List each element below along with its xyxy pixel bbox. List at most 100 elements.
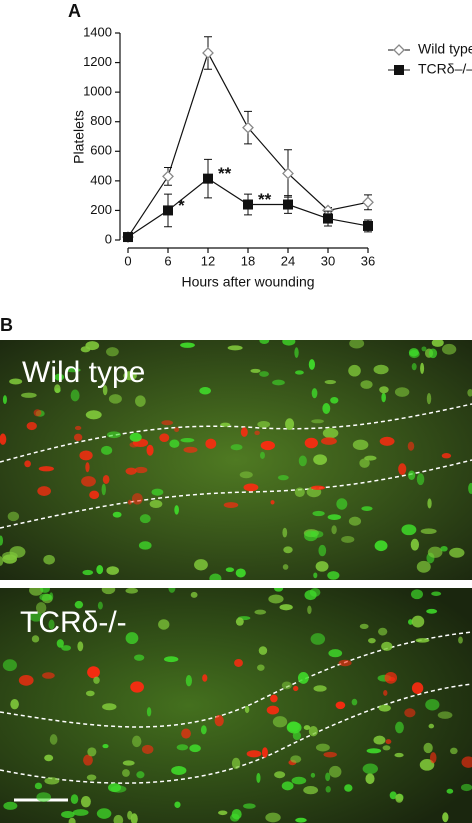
- legend-label: TCRδ–/–: [418, 61, 472, 77]
- cell: [83, 754, 93, 766]
- cell: [163, 656, 179, 663]
- image-label: Wild type: [22, 356, 145, 389]
- cell: [282, 340, 296, 346]
- cell: [129, 441, 139, 448]
- cell: [341, 536, 355, 543]
- cell: [327, 514, 342, 520]
- cell: [85, 690, 95, 697]
- cell: [176, 744, 189, 751]
- marker: [363, 220, 373, 231]
- cell: [381, 392, 386, 403]
- y-tick-label: 1200: [83, 54, 112, 69]
- x-tick-label: 30: [321, 253, 335, 268]
- cell: [294, 347, 299, 359]
- cell: [2, 395, 7, 405]
- cell: [125, 467, 137, 475]
- cell: [101, 483, 106, 496]
- cell: [378, 627, 388, 636]
- cell: [366, 748, 382, 754]
- cell: [323, 751, 337, 758]
- cell: [415, 638, 430, 643]
- cell: [420, 528, 437, 535]
- cell: [411, 682, 424, 694]
- x-tick-label: 0: [124, 253, 131, 268]
- cell: [311, 388, 318, 399]
- cell: [361, 506, 373, 511]
- cell: [428, 348, 438, 359]
- cell: [262, 747, 268, 758]
- cell: [365, 773, 375, 785]
- cell: [260, 440, 276, 451]
- cell: [411, 615, 425, 628]
- cell: [82, 569, 94, 576]
- cell: [308, 359, 316, 370]
- cell: [410, 538, 420, 551]
- cell: [80, 346, 91, 353]
- cell: [56, 639, 64, 648]
- cell: [324, 379, 337, 385]
- cell: [97, 601, 103, 610]
- cell: [18, 674, 34, 686]
- cell: [416, 473, 425, 486]
- cell: [169, 439, 180, 448]
- cell: [9, 546, 26, 558]
- cell: [108, 783, 122, 793]
- cell: [310, 530, 324, 538]
- cell: [407, 441, 415, 451]
- cell: [102, 703, 117, 711]
- x-tick-label: 18: [241, 253, 255, 268]
- cell: [218, 810, 228, 816]
- cell: [427, 498, 432, 509]
- cell: [112, 511, 122, 518]
- cell: [383, 690, 388, 696]
- cell: [257, 664, 265, 671]
- cell: [54, 373, 65, 381]
- cell: [287, 721, 300, 732]
- cell: [139, 514, 151, 524]
- y-tick-label: 1400: [83, 24, 112, 39]
- marker: [123, 232, 133, 243]
- cell: [282, 564, 289, 570]
- cell: [113, 814, 124, 823]
- cell: [72, 809, 89, 816]
- cell: [388, 676, 396, 682]
- cell: [149, 499, 163, 509]
- y-tick-label: 800: [90, 113, 112, 128]
- cell: [266, 705, 280, 715]
- cell: [329, 765, 342, 778]
- cell: [270, 694, 278, 703]
- cell: [243, 483, 259, 492]
- cell: [87, 666, 100, 679]
- cell: [31, 635, 40, 643]
- cell: [259, 340, 270, 345]
- cell: [125, 632, 139, 645]
- x-axis-label: Hours after wounding: [181, 274, 314, 290]
- cell: [77, 641, 84, 652]
- cell: [416, 560, 431, 573]
- cell: [307, 605, 312, 615]
- cell: [0, 433, 7, 445]
- cell: [24, 460, 31, 468]
- cell: [260, 451, 265, 460]
- cell: [180, 342, 195, 348]
- cell: [29, 611, 43, 622]
- cell: [80, 795, 91, 808]
- cell: [183, 446, 198, 453]
- cell: [181, 728, 191, 739]
- panel-label: B: [0, 315, 13, 335]
- cell: [70, 794, 79, 805]
- cell: [281, 681, 292, 690]
- cell: [381, 641, 393, 651]
- cell: [279, 604, 293, 611]
- cell: [39, 593, 52, 601]
- cell: [190, 591, 198, 598]
- cell: [441, 343, 457, 355]
- panel-label: A: [68, 1, 81, 21]
- cell: [401, 524, 417, 536]
- cell: [127, 499, 132, 505]
- cell: [240, 427, 248, 437]
- cell: [79, 450, 93, 461]
- cell: [38, 466, 54, 472]
- cell: [327, 571, 340, 580]
- cell: [86, 774, 97, 781]
